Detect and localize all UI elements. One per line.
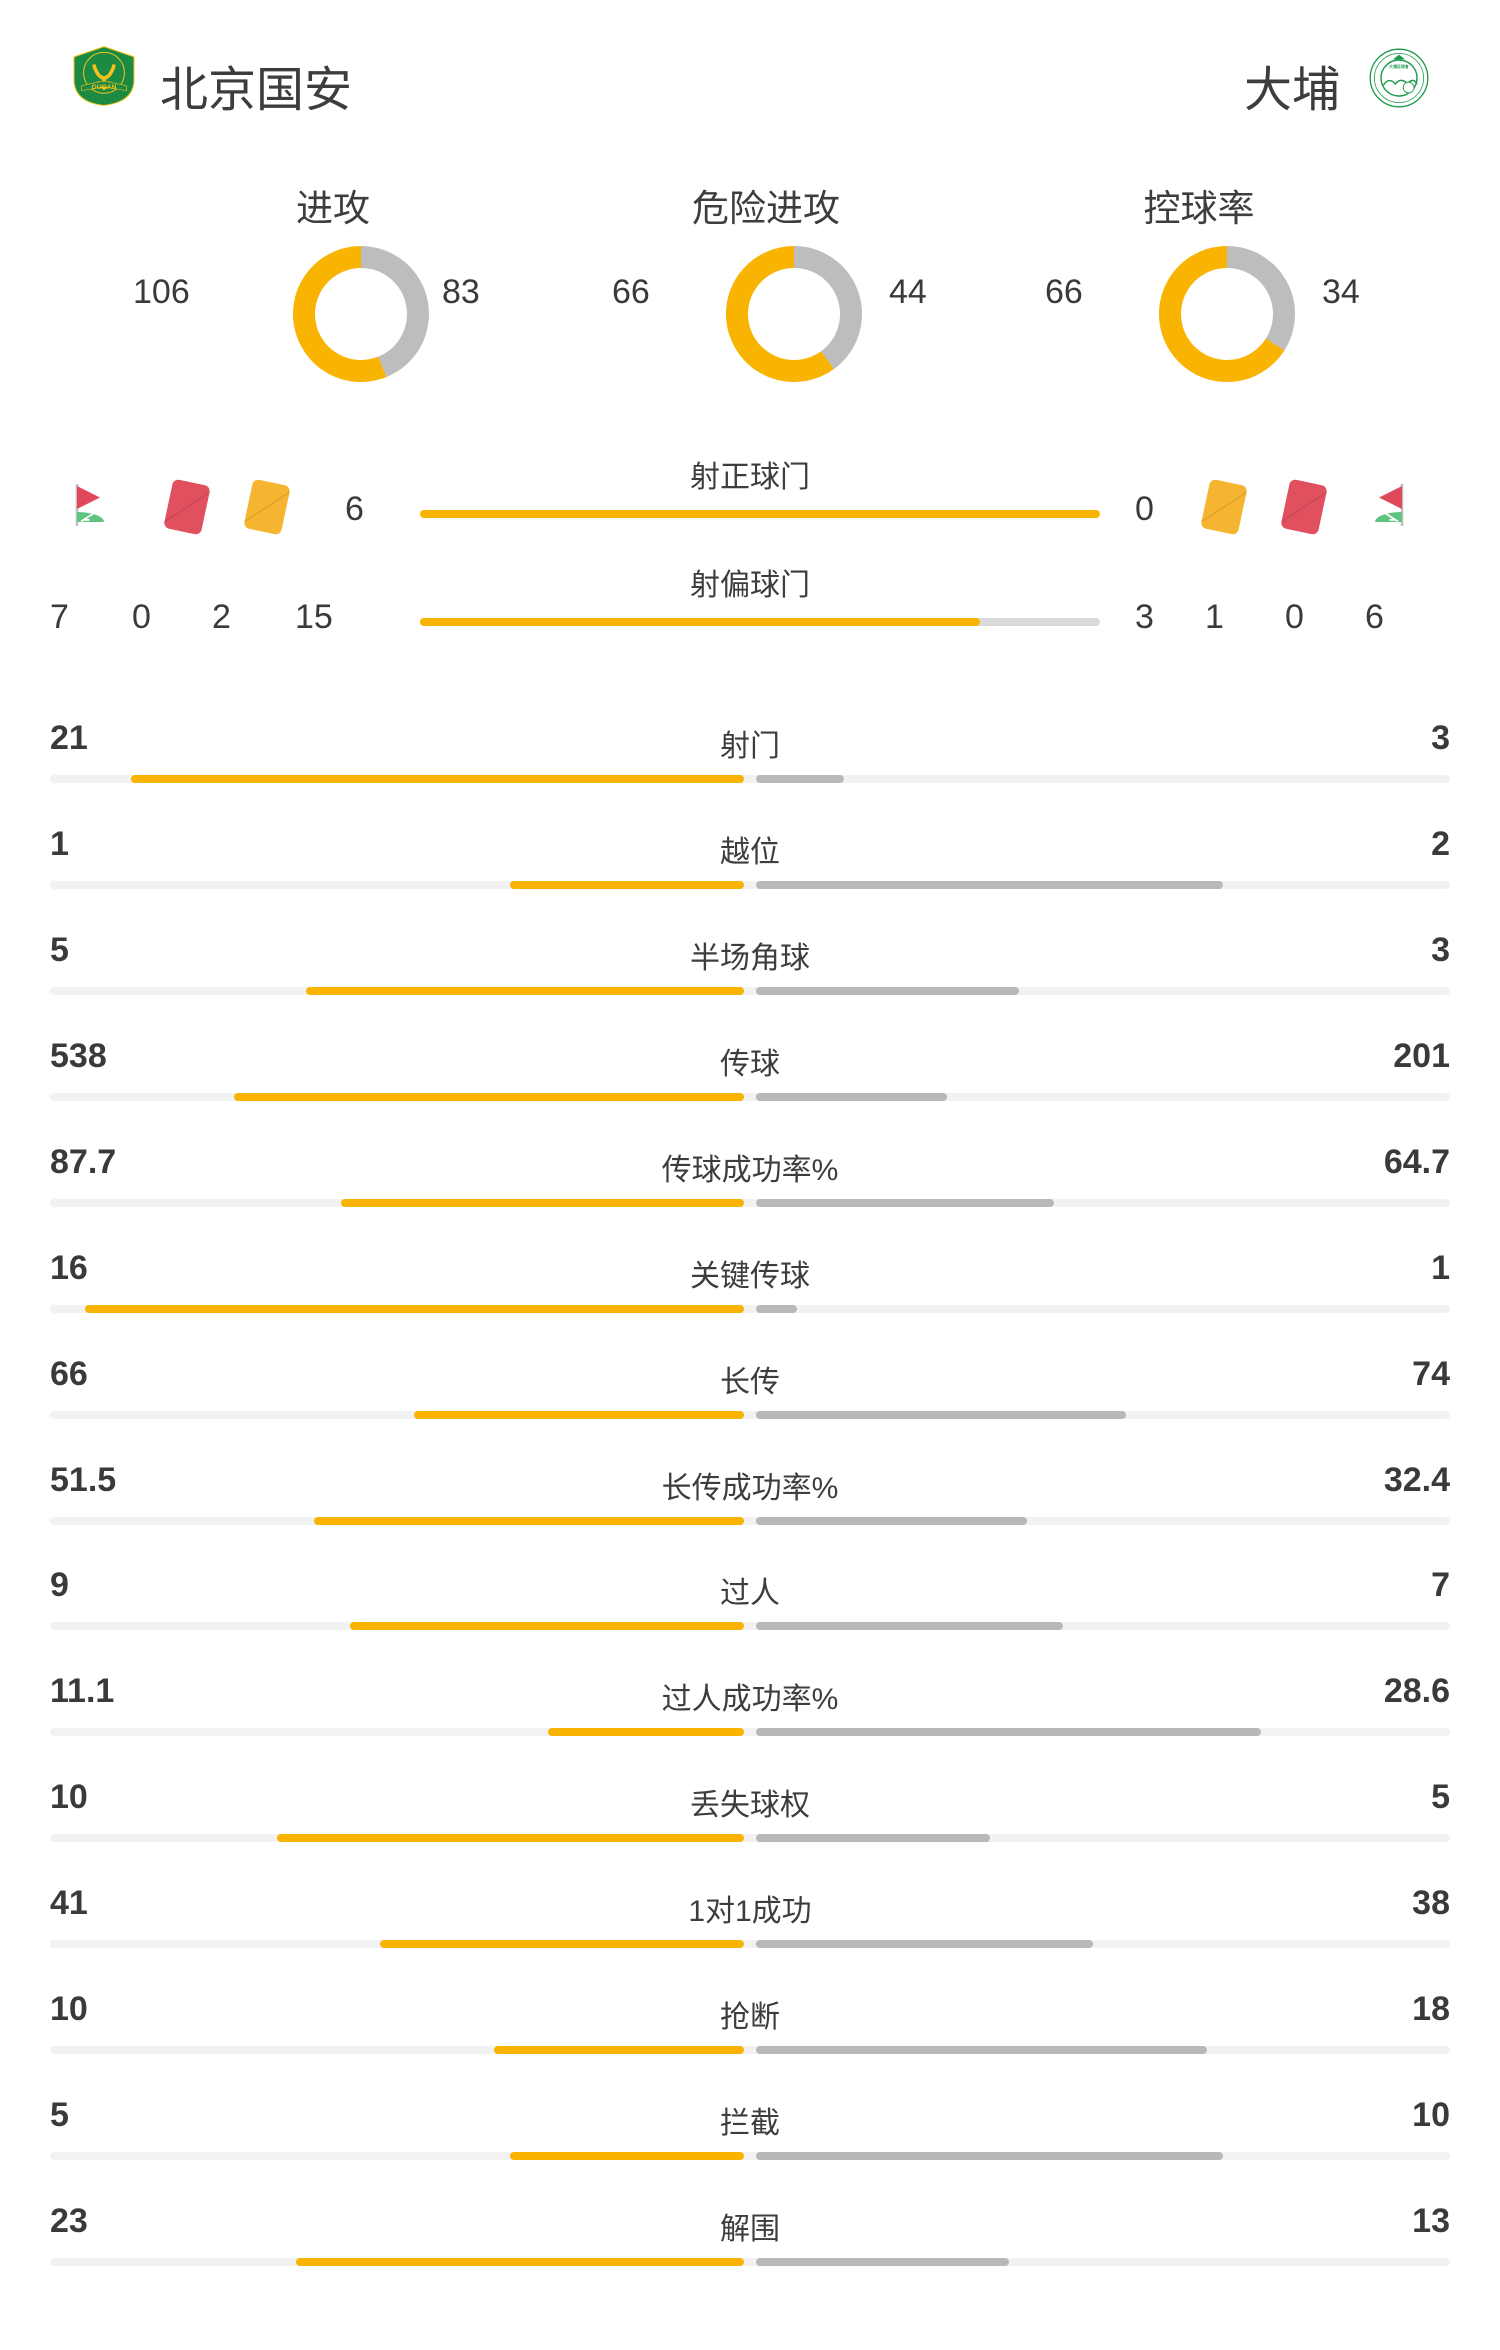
svg-text:GUOAN: GUOAN [92, 84, 117, 91]
svg-text:大埔足球會: 大埔足球會 [1389, 64, 1409, 69]
